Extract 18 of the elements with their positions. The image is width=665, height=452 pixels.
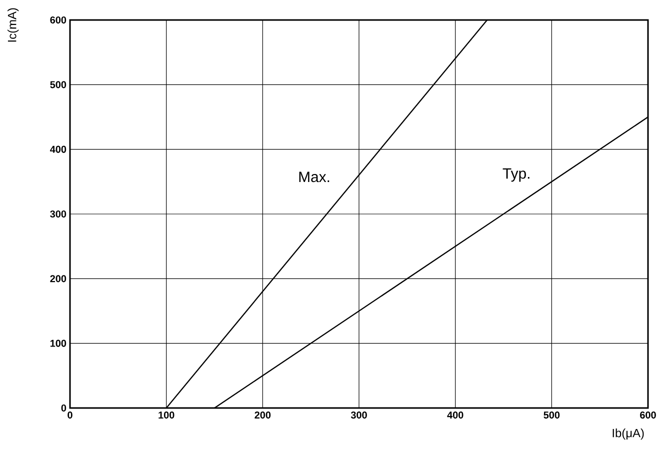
series-label: Typ. [502,168,530,182]
x-tick-label: 400 [447,412,464,419]
x-tick-label: 0 [68,412,72,419]
x-tick-label: 600 [640,412,656,419]
y-tick-label: 200 [50,275,66,282]
x-tick-label: 200 [254,412,271,419]
x-tick-label: 500 [544,412,560,419]
y-tick-label: 500 [50,81,66,88]
y-tick-label: 100 [50,340,66,347]
series-label: Max. [299,172,330,182]
y-tick-label: 400 [50,146,66,153]
x-tick-label: 300 [350,412,367,419]
y-axis-title: Ic(mA) [8,8,19,42]
y-tick-label: 600 [50,16,66,24]
y-tick-label: 0 [61,404,66,412]
y-tick-label: 300 [50,210,66,218]
x-tick-label: 100 [158,412,174,419]
x-axis-title: Ib(μA) [612,428,644,440]
